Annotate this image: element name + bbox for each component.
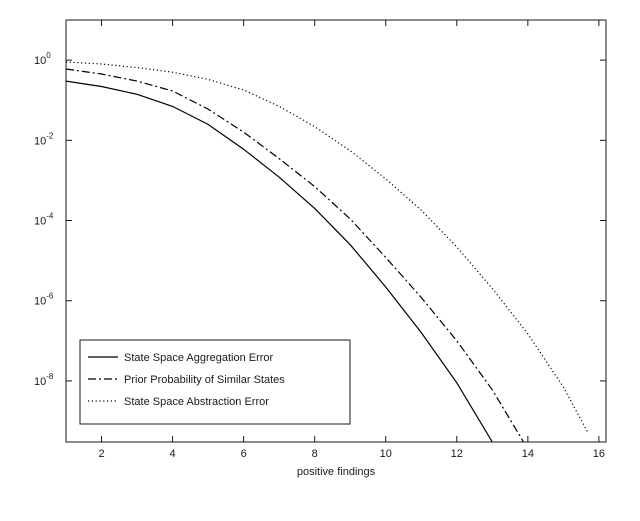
legend: State Space Aggregation Error Prior Proba… bbox=[79, 339, 351, 425]
x-tick-label: 12 bbox=[451, 448, 463, 460]
x-tick-label: 6 bbox=[241, 448, 247, 460]
legend-label-3: State Space Abstraction Error bbox=[124, 396, 269, 408]
x-tick-label: 10 bbox=[380, 448, 392, 460]
y-tick-label: 10-8 bbox=[34, 372, 54, 388]
plot-frame bbox=[65, 19, 607, 443]
series-line-1 bbox=[66, 80, 493, 442]
series-line-2 bbox=[66, 68, 525, 442]
series-layer bbox=[66, 61, 589, 442]
x-tick-label: 4 bbox=[170, 448, 176, 460]
x-axis-label: positive findings bbox=[297, 466, 376, 478]
x-tick-label: 16 bbox=[593, 448, 605, 460]
legend-box bbox=[79, 339, 351, 425]
x-tick-label: 8 bbox=[312, 448, 318, 460]
y-tick-label: 10-2 bbox=[34, 131, 54, 147]
y-tick-label: 10-4 bbox=[34, 212, 54, 228]
y-tick-label: 100 bbox=[34, 51, 51, 67]
y-tick-label: 10-6 bbox=[34, 292, 54, 308]
series-line-3 bbox=[66, 61, 589, 434]
legend-label-1: State Space Aggregation Error bbox=[124, 352, 274, 364]
ticks-layer: 2 4 6 8 10 12 14 16 100 10-2 10-4 10-6 10-8 bbox=[34, 20, 606, 460]
legend-label-2: Prior Probability of Similar States bbox=[124, 374, 285, 386]
x-tick-label: 14 bbox=[522, 448, 534, 460]
x-tick-label: 2 bbox=[98, 448, 104, 460]
